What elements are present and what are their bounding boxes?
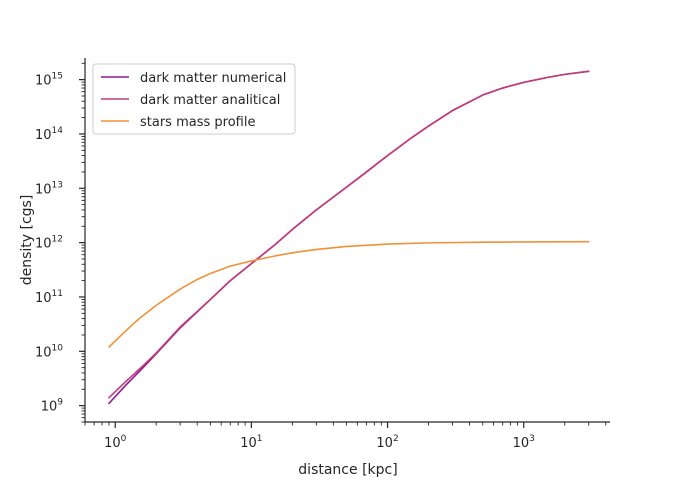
x-tick-label: 103 [513,434,535,451]
y-tick-label: 1012 [35,235,63,252]
y-tick-label: 1014 [35,126,63,143]
axes [84,58,610,423]
series-layer [108,70,590,405]
y-axis-label: density [cgs] [19,195,35,286]
x-axis-label: distance [kpc] [298,462,397,478]
series-line-stars-mass-profile [108,240,590,348]
y-tick-label: 109 [41,398,64,415]
series-line-dark-matter-analitical [108,70,590,399]
y-tick-label: 1013 [35,180,63,197]
y-ticks: 109 1010 1011 1012 1013 1014 1015 [35,62,85,423]
y-tick-label: 1015 [35,72,63,89]
x-tick-label: 102 [376,434,398,451]
y-tick-label: 1011 [35,289,63,306]
x-tick-label: 100 [104,434,127,451]
x-ticks: 100 101 102 103 [84,422,607,451]
legend-frame [92,63,296,135]
y-tick-label: 1010 [35,343,63,360]
legend: dark matter numerical dark matter analiti… [92,63,296,135]
x-tick-label: 101 [240,434,262,451]
legend-label-dark-matter-analitical: dark matter analitical [140,93,280,108]
legend-label-stars-mass-profile: stars mass profile [140,115,255,130]
legend-label-dark-matter-numerical: dark matter numerical [140,71,286,86]
